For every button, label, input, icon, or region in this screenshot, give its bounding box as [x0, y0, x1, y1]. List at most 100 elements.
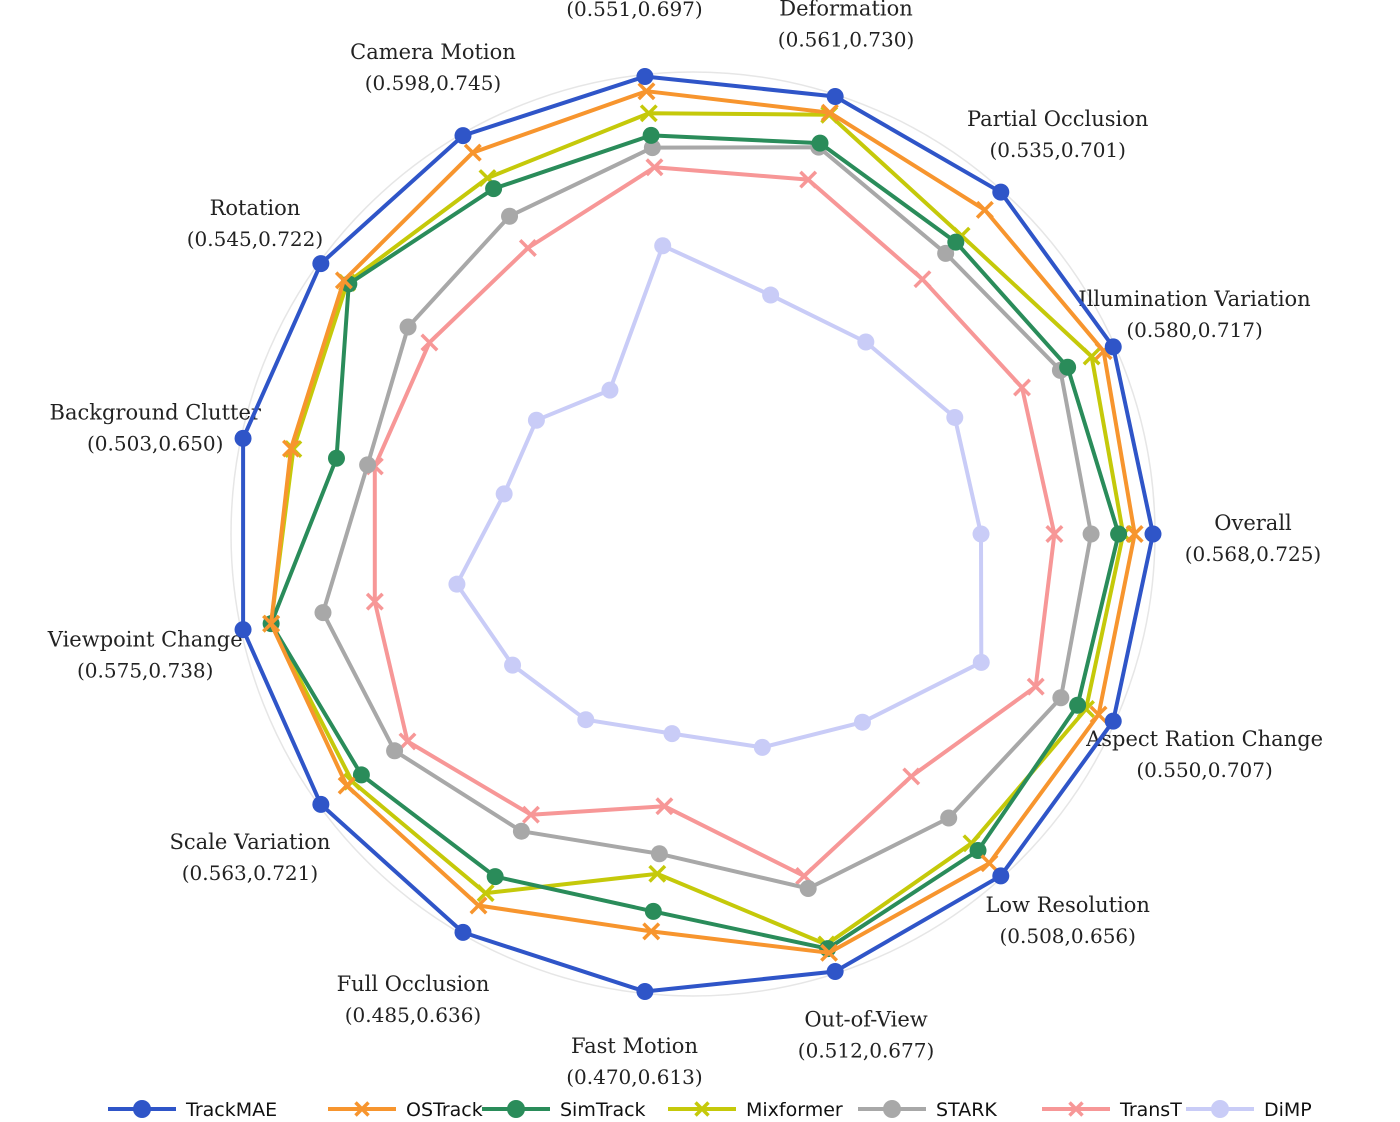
series-line: [269, 133, 1121, 951]
axis-range: (0.550,0.707): [1136, 758, 1272, 782]
axis-labels: Overall (0.568,0.725) Illumination Variati…: [47, 0, 1323, 1089]
axis-title: Fast Motion: [571, 1034, 698, 1058]
data-point: [1089, 705, 1108, 724]
axis-range: (0.508,0.656): [999, 924, 1135, 948]
legend: TrackMAE OSTrack SimTrack Mixformer STARK Tra…: [108, 1099, 1312, 1121]
legend-item-stark: STARK: [858, 1099, 997, 1121]
axis-range: (0.512,0.677): [798, 1039, 934, 1063]
data-point: [820, 943, 839, 962]
axis-range: (0.561,0.730): [778, 27, 914, 51]
data-point: [1026, 677, 1045, 696]
legend-item-transt: TransT: [1042, 1099, 1182, 1121]
data-point: [811, 134, 829, 152]
series-line: [269, 89, 1137, 955]
data-point: [476, 884, 495, 903]
data-point: [399, 318, 417, 336]
axis-title: Scale Variation: [170, 830, 331, 854]
data-point: [1104, 338, 1122, 356]
data-point: [521, 805, 540, 824]
legend-label: STARK: [936, 1099, 997, 1121]
data-point: [1144, 525, 1162, 543]
data-point: [327, 449, 345, 467]
axis-label-partial-occlusion: Partial Occlusion (0.535,0.701): [967, 107, 1148, 162]
legend-item-ostrack: OSTrack: [328, 1099, 483, 1121]
data-point: [234, 429, 252, 447]
axis-title: Low Resolution: [985, 893, 1149, 917]
data-point: [946, 408, 964, 426]
series-transt: [365, 158, 1064, 886]
axis-range: (0.575,0.738): [77, 658, 213, 682]
axis-label-illumination-variation: Illumination Variation (0.580,0.717): [1078, 287, 1310, 342]
series-line: [241, 74, 1155, 994]
data-point: [1082, 347, 1101, 366]
data-point: [262, 614, 281, 633]
data-point: [501, 207, 519, 225]
axis-label-background-clutter: Background Clutter (0.503,0.650): [50, 401, 262, 456]
axis-title: Aspect Ration Change: [1085, 727, 1323, 751]
data-point: [352, 766, 370, 784]
series-line: [454, 243, 984, 750]
legend-marker: [1068, 1101, 1084, 1117]
data-point: [386, 742, 404, 760]
legend-marker: [694, 1101, 710, 1117]
series-line: [372, 165, 1057, 878]
data-point: [645, 158, 664, 177]
data-point: [642, 126, 660, 144]
series-layer: [234, 68, 1162, 1000]
series-dimp: [448, 237, 990, 756]
axis-label-motion-blur: Motion Blur(0.551,0.697): [566, 0, 702, 21]
data-point: [992, 867, 1010, 885]
series-line: [269, 111, 1126, 947]
axis-title: Deformation: [779, 0, 912, 20]
data-point: [463, 143, 482, 162]
legend-item-trackmae: TrackMAE: [108, 1099, 277, 1121]
series-ostrack: [262, 82, 1144, 962]
axis-label-out-of-view: Out-of-View (0.512,0.677): [798, 1008, 934, 1063]
axis-range: (0.485,0.636): [345, 1003, 481, 1027]
series-trackmae: [234, 68, 1162, 1000]
legend-label: OSTrack: [406, 1099, 483, 1121]
data-point: [1045, 525, 1064, 543]
data-point: [663, 725, 681, 743]
data-point: [1082, 525, 1100, 543]
data-point: [639, 104, 658, 123]
data-point: [762, 286, 780, 304]
data-point: [1110, 525, 1128, 543]
legend-label: DiMP: [1264, 1099, 1312, 1121]
data-point: [1069, 696, 1087, 714]
data-point: [281, 439, 300, 458]
data-point: [853, 713, 871, 731]
data-point: [937, 244, 955, 262]
data-point: [857, 333, 875, 351]
axis-label-rotation: Rotation (0.545,0.722): [187, 196, 323, 251]
data-point: [312, 795, 330, 813]
axis-title: Camera Motion: [350, 40, 516, 64]
series-line: [321, 145, 1094, 891]
data-point: [947, 233, 965, 251]
legend-item-dimp: DiMP: [1186, 1099, 1312, 1121]
data-point: [913, 270, 932, 289]
axis-range: (0.470,0.613): [566, 1065, 702, 1089]
data-point: [469, 896, 488, 915]
data-point: [577, 711, 595, 729]
legend-marker: [883, 1100, 901, 1118]
data-point: [820, 103, 839, 122]
legend-item-simtrack: SimTrack: [482, 1099, 646, 1121]
data-point: [448, 575, 466, 593]
data-point: [1125, 525, 1144, 543]
axis-label-camera-motion: Camera Motion (0.598,0.745): [350, 40, 516, 95]
axis-label-deformation: Deformation (0.561,0.730): [778, 0, 914, 51]
data-point: [334, 271, 353, 290]
data-point: [902, 767, 921, 786]
data-point: [1104, 712, 1122, 730]
data-point: [1052, 689, 1070, 707]
axis-range: (0.598,0.745): [365, 71, 501, 95]
axis-label-aspect-ration-change: Aspect Ration Change (0.550,0.707): [1085, 727, 1323, 782]
axis-range: (0.503,0.650): [87, 432, 223, 456]
axis-label-viewpoint-change: Viewpoint Change (0.575,0.738): [47, 627, 243, 682]
axis-title: Overall: [1214, 511, 1292, 535]
axis-title: Out-of-View: [804, 1008, 927, 1032]
legend-label: TransT: [1119, 1099, 1182, 1121]
data-point: [643, 139, 661, 157]
